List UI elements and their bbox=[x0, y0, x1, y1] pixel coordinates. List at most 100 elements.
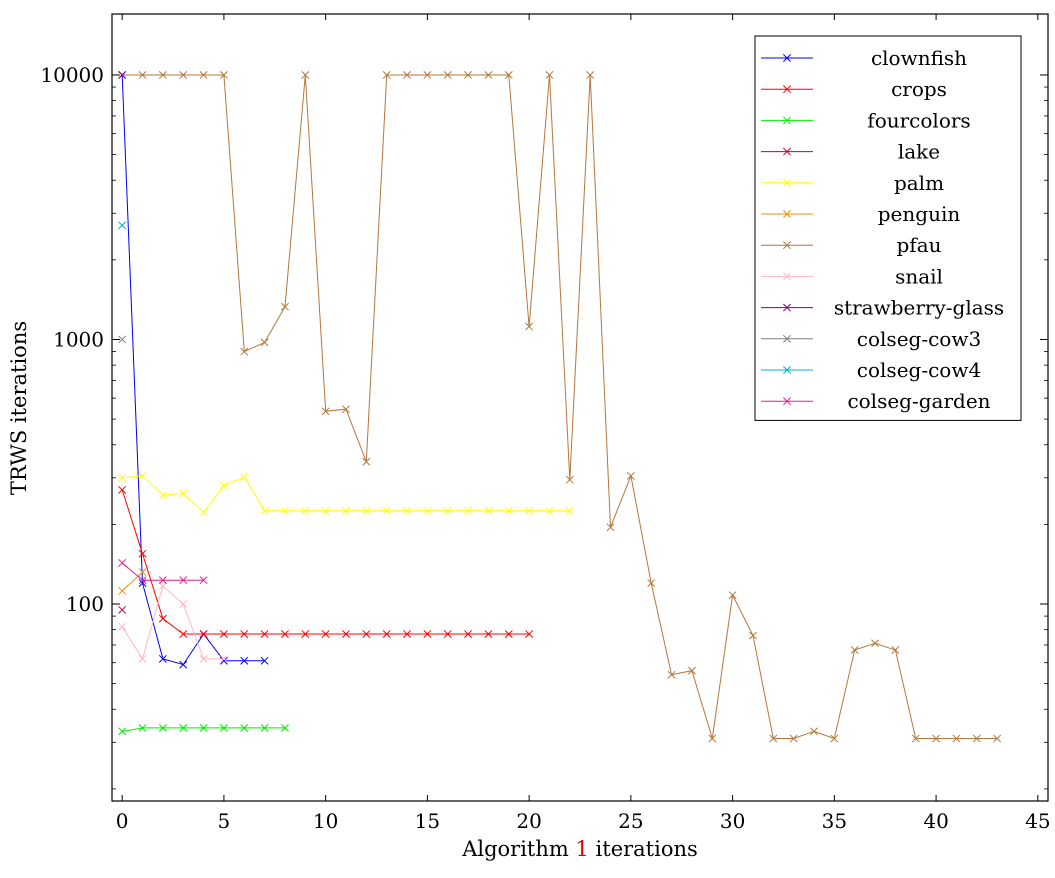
data-point bbox=[362, 457, 371, 466]
x-axis-label-ref: 1 bbox=[575, 837, 588, 861]
data-point bbox=[158, 654, 167, 663]
x-tick-label: 20 bbox=[516, 809, 541, 833]
data-point bbox=[240, 473, 249, 481]
data-point bbox=[891, 646, 900, 654]
legend-marker bbox=[783, 116, 791, 125]
x-axis-label-suffix: iterations bbox=[589, 837, 698, 861]
x-tick-label: 5 bbox=[218, 809, 231, 833]
legend-item: lake bbox=[761, 140, 940, 164]
data-point bbox=[219, 481, 228, 490]
x-axis-ticks: 0 5 10 15 20 25 30 35 40 45 bbox=[116, 14, 1051, 833]
legend-label: snail bbox=[895, 264, 943, 288]
legend-item: crops bbox=[761, 77, 947, 101]
data-point bbox=[138, 568, 147, 577]
data-point bbox=[118, 558, 127, 567]
data-point bbox=[179, 71, 188, 79]
legend-box bbox=[754, 35, 1022, 421]
series-line-pfau bbox=[122, 74, 998, 740]
legend-marker bbox=[783, 241, 791, 250]
data-point bbox=[118, 622, 127, 631]
series-line-clownfish bbox=[121, 74, 265, 666]
x-tick-label: 40 bbox=[923, 809, 948, 833]
data-point bbox=[118, 485, 127, 494]
legend-item: pfau bbox=[761, 233, 942, 257]
legend-item: colseg-garden bbox=[761, 389, 991, 413]
data-point bbox=[260, 338, 269, 347]
legend-marker bbox=[783, 334, 791, 343]
data-point bbox=[118, 605, 127, 614]
data-point bbox=[179, 630, 188, 638]
legend-label: colseg-garden bbox=[847, 389, 990, 413]
data-point bbox=[158, 614, 167, 623]
data-point bbox=[219, 71, 228, 79]
data-point bbox=[301, 630, 310, 638]
data-point bbox=[749, 631, 757, 640]
series-colseg-garden bbox=[118, 558, 208, 585]
data-point bbox=[443, 630, 452, 638]
x-axis-label: Algorithm 1 iterations bbox=[461, 837, 698, 861]
data-point bbox=[403, 71, 411, 79]
data-point bbox=[504, 630, 513, 638]
data-point bbox=[301, 506, 310, 515]
data-point bbox=[138, 71, 147, 79]
data-point bbox=[362, 630, 371, 638]
data-point bbox=[525, 506, 534, 515]
data-point bbox=[810, 727, 818, 736]
data-point bbox=[118, 587, 127, 595]
x-tick-label: 0 bbox=[116, 809, 129, 833]
data-point bbox=[464, 630, 473, 638]
series-layer bbox=[118, 71, 1002, 743]
data-point bbox=[240, 347, 249, 356]
data-point bbox=[179, 660, 188, 669]
legend-marker bbox=[783, 366, 791, 374]
series-colseg-cow4 bbox=[118, 221, 127, 230]
series-line-colseg-garden bbox=[121, 562, 204, 581]
legend-label: fourcolors bbox=[867, 108, 970, 132]
legend-item: clownfish bbox=[761, 46, 967, 70]
series-line-snail bbox=[121, 585, 224, 661]
legend-label: lake bbox=[898, 140, 940, 164]
legend-item: fourcolors bbox=[761, 108, 971, 132]
data-point bbox=[423, 506, 432, 515]
series-snail bbox=[118, 582, 228, 663]
data-point bbox=[138, 576, 147, 585]
data-point bbox=[118, 71, 127, 79]
data-point bbox=[443, 506, 452, 515]
series-line-palm bbox=[122, 475, 570, 514]
data-point bbox=[911, 734, 920, 743]
data-point bbox=[118, 221, 127, 230]
data-point bbox=[484, 630, 493, 638]
data-point bbox=[342, 630, 350, 638]
series-fourcolors bbox=[118, 723, 289, 736]
data-point bbox=[952, 734, 961, 743]
data-point bbox=[342, 506, 350, 515]
legend-marker bbox=[783, 397, 791, 406]
legend: clownfish crops fourcolors lake palm penguin p… bbox=[754, 35, 1022, 421]
legend-marker bbox=[783, 272, 791, 281]
data-point bbox=[586, 71, 595, 79]
data-point bbox=[830, 734, 839, 743]
data-point bbox=[138, 471, 147, 480]
data-point bbox=[199, 508, 208, 517]
data-point bbox=[240, 630, 249, 638]
legend-item: snail bbox=[761, 264, 943, 288]
legend-marker bbox=[783, 210, 791, 218]
data-point bbox=[606, 523, 615, 532]
data-point bbox=[789, 734, 798, 743]
data-point bbox=[240, 723, 249, 732]
data-point bbox=[260, 656, 269, 665]
data-point bbox=[219, 723, 228, 732]
data-point bbox=[850, 646, 859, 654]
x-tick-label: 35 bbox=[822, 809, 847, 833]
data-point bbox=[158, 582, 167, 590]
data-point bbox=[972, 734, 981, 743]
data-point bbox=[179, 723, 188, 732]
data-point bbox=[179, 600, 188, 608]
legend-label: palm bbox=[894, 171, 944, 195]
plot-frame bbox=[111, 13, 1049, 802]
legend-label: pfau bbox=[896, 233, 941, 257]
x-tick-label: 15 bbox=[415, 809, 440, 833]
data-point bbox=[667, 670, 676, 679]
data-point bbox=[647, 579, 656, 588]
data-point bbox=[199, 576, 208, 585]
